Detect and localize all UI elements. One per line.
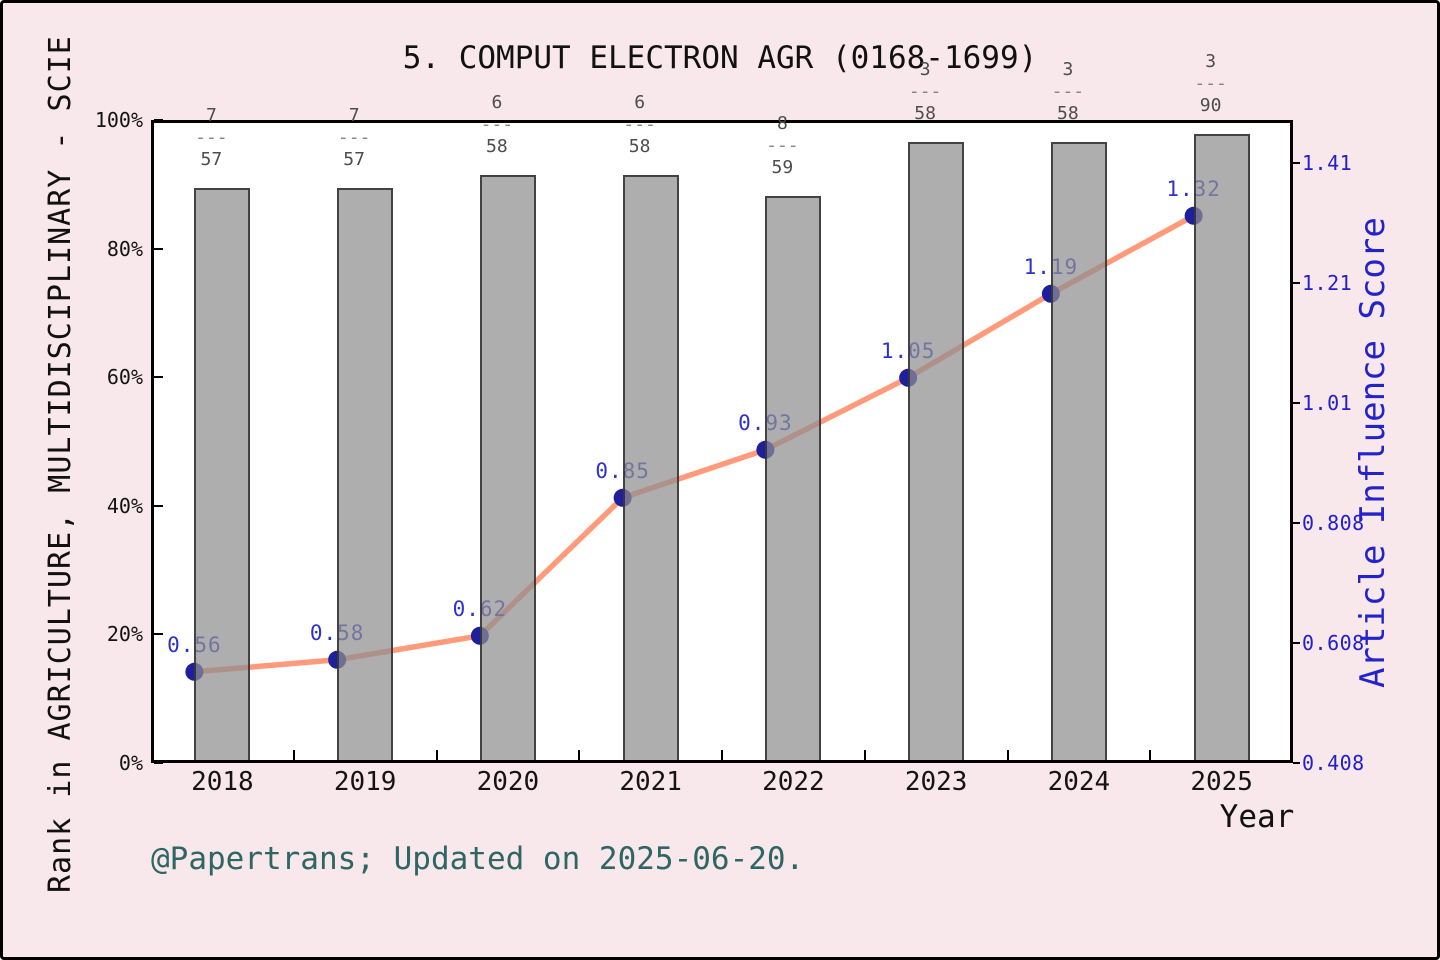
rank-numerator: 6	[491, 92, 503, 114]
rank-fraction-2022: 8 --- 59	[742, 113, 822, 179]
fraction-bar: ---	[623, 114, 656, 136]
rank-numerator: 8	[776, 113, 788, 135]
left-axis-tick	[154, 762, 163, 764]
rank-numerator: 6	[634, 92, 646, 114]
right-tick-label-0.408: 0.408	[1302, 751, 1365, 775]
rank-fraction-2023: 3 --- 58	[885, 59, 965, 125]
bar-2019	[337, 187, 394, 760]
rank-numerator: 7	[348, 104, 360, 126]
fraction-bar: ---	[337, 126, 371, 148]
right-axis-tick	[1293, 402, 1300, 404]
rank-numerator: 3	[1205, 51, 1217, 73]
fraction-bar: ---	[480, 114, 514, 136]
rank-fraction-2024: 3 --- 58	[1028, 59, 1108, 125]
left-axis-tick	[154, 504, 163, 507]
rank-numerator: 7	[205, 104, 217, 126]
x-axis-title: Year	[1219, 799, 1295, 835]
rank-denominator: 57	[200, 148, 223, 170]
left-tick-label-40%: 40%	[106, 493, 143, 518]
x-tick-label-2019: 2019	[333, 767, 397, 797]
rank-denominator: 57	[343, 148, 365, 170]
fraction-bar: ---	[908, 81, 942, 103]
x-axis-minor-tick	[578, 750, 581, 760]
rank-denominator: 90	[1199, 95, 1222, 117]
fraction-bar: ---	[195, 126, 228, 148]
bar-2022	[765, 196, 822, 760]
right-tick-label-1.41: 1.41	[1302, 151, 1353, 175]
right-axis-tick	[1293, 642, 1300, 644]
x-tick-label-2018: 2018	[191, 767, 254, 797]
left-tick-label-20%: 20%	[106, 622, 143, 647]
rank-denominator: 58	[628, 136, 651, 158]
x-axis-minor-tick	[721, 750, 723, 760]
right-tick-label-1.21: 1.21	[1302, 271, 1353, 295]
bar-2023	[908, 142, 965, 760]
x-axis-minor-tick	[1006, 750, 1009, 760]
x-tick-label-2025: 2025	[1190, 767, 1253, 797]
left-tick-label-0%: 0%	[118, 751, 143, 775]
x-tick-label-2021: 2021	[619, 767, 682, 797]
rank-numerator: 3	[919, 59, 931, 81]
rank-numerator: 3	[1062, 59, 1074, 81]
right-tick-label-1.01: 1.01	[1302, 391, 1353, 415]
x-tick-label-2024: 2024	[1047, 767, 1111, 797]
right-axis-tick	[1293, 162, 1300, 164]
rank-fraction-2018: 7 --- 57	[171, 105, 251, 171]
x-tick-label-2023: 2023	[904, 767, 968, 797]
x-axis-minor-tick	[292, 750, 295, 760]
right-tick-label-0.608: 0.608	[1302, 631, 1365, 655]
x-tick-label-2020: 2020	[476, 767, 540, 797]
rank-fraction-2019: 7 --- 57	[314, 105, 394, 171]
left-axis-tick	[154, 119, 163, 121]
right-axis-tick	[1293, 282, 1300, 284]
fraction-bar: ---	[1194, 73, 1227, 95]
rank-fraction-2025: 3 --- 90	[1171, 51, 1251, 117]
plot-area: 0.560.580.620.850.931.051.191.327---577-…	[151, 51, 1293, 764]
right-axis-tick	[1293, 522, 1300, 524]
fraction-bar: ---	[1051, 81, 1085, 103]
x-axis-minor-tick	[863, 750, 866, 760]
x-axis-minor-tick	[1149, 750, 1152, 760]
left-tick-label-60%: 60%	[106, 365, 143, 390]
x-tick-label-2022: 2022	[762, 767, 825, 797]
rank-denominator: 59	[771, 157, 794, 179]
fraction-bar: ---	[766, 135, 799, 157]
left-axis-tick	[154, 633, 163, 636]
rank-fraction-2021: 6 --- 58	[600, 92, 680, 158]
bar-2020	[479, 175, 536, 760]
left-axis-tick	[154, 247, 163, 250]
bar-2024	[1050, 142, 1107, 760]
rank-denominator: 58	[914, 103, 936, 125]
footer-credit: @Papertrans; Updated on 2025-06-20.	[151, 841, 805, 877]
bar-2018	[194, 187, 251, 760]
x-axis-minor-tick	[435, 750, 438, 760]
left-tick-label-100%: 100%	[94, 108, 143, 132]
chart-title: 5. COMPUT ELECTRON AGR (0168-1699)	[402, 40, 1038, 76]
rank-denominator: 58	[1057, 103, 1079, 125]
rank-denominator: 58	[486, 136, 508, 158]
right-tick-label-0.808: 0.808	[1302, 511, 1365, 535]
right-axis-tick	[1293, 762, 1300, 764]
bar-2021	[622, 175, 679, 760]
rank-fraction-2020: 6 --- 58	[457, 92, 537, 158]
bar-2025	[1193, 134, 1250, 760]
left-tick-label-80%: 80%	[106, 236, 143, 261]
left-axis-tick	[154, 376, 163, 379]
line-series-layer	[185, 206, 1203, 681]
